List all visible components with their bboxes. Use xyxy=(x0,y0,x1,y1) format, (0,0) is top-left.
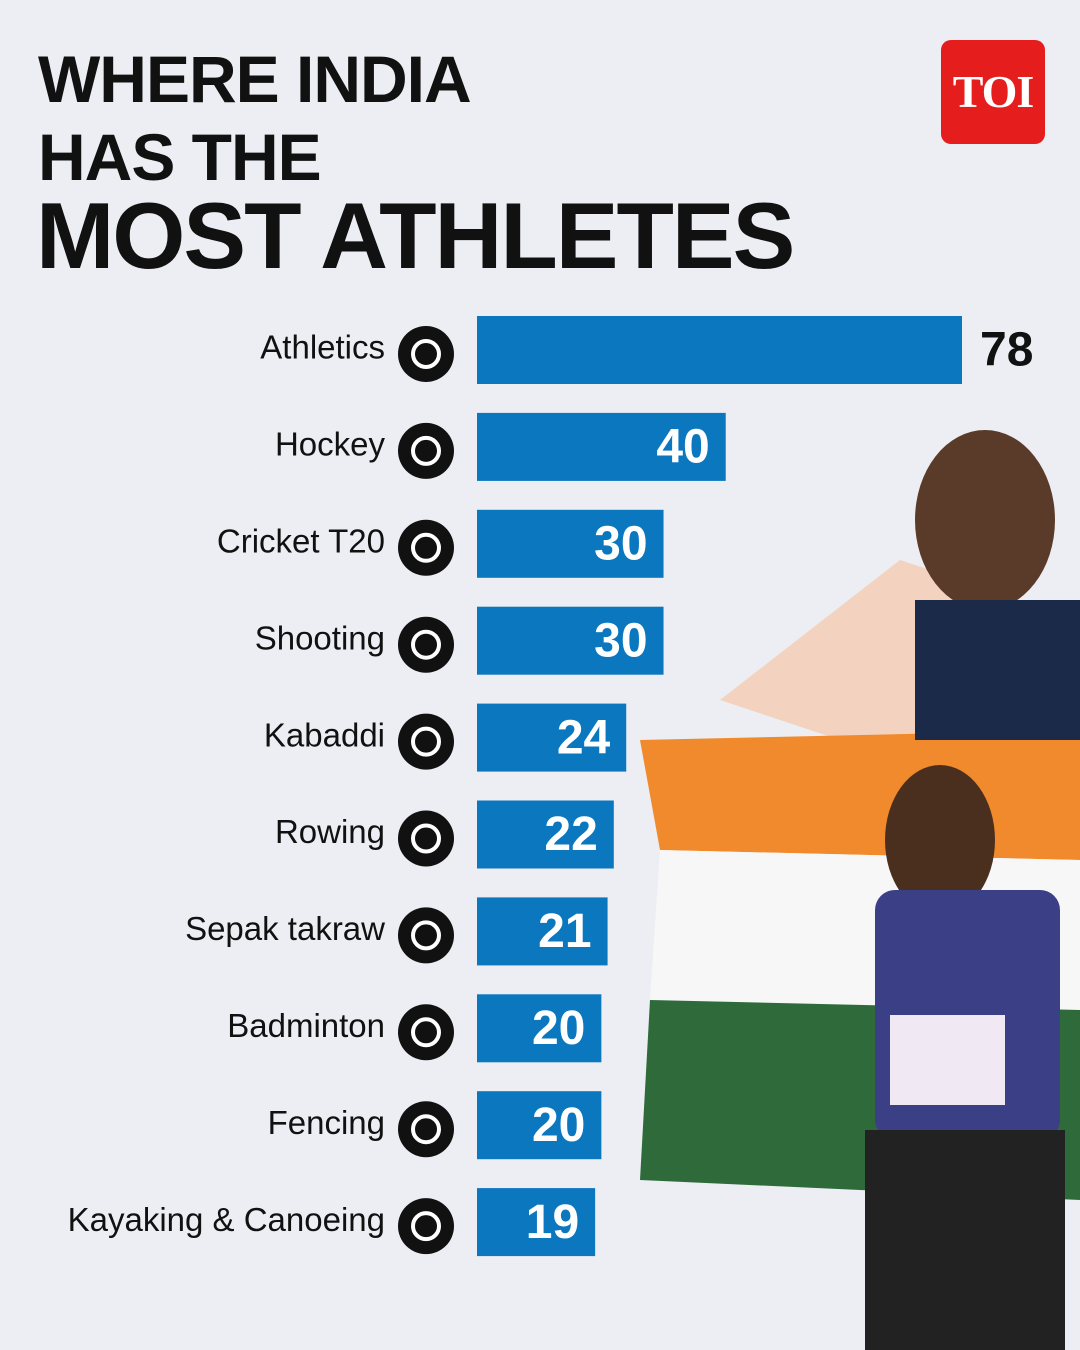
category-icon xyxy=(398,422,454,479)
icon-glyph xyxy=(411,920,441,951)
category-label: Shooting xyxy=(255,619,385,656)
icon-glyph xyxy=(411,823,441,854)
icon-glyph xyxy=(411,1211,441,1242)
category-icon xyxy=(398,1004,454,1061)
bar xyxy=(477,412,726,481)
icon-glyph xyxy=(411,1017,441,1048)
bar xyxy=(477,800,614,869)
category-label: Sepak takraw xyxy=(185,910,385,947)
bar xyxy=(477,509,664,578)
icon-glyph xyxy=(411,339,441,369)
value-label: 40 xyxy=(656,421,709,474)
icon-glyph xyxy=(411,726,441,757)
category-icon xyxy=(398,810,454,867)
value-label: 24 xyxy=(557,711,611,764)
value-label: 20 xyxy=(532,1099,585,1152)
category-label: Athletics xyxy=(260,329,385,366)
value-label: 30 xyxy=(594,614,647,667)
chart-subtitle: MOST ATHLETES xyxy=(36,183,795,288)
category-label: Hockey xyxy=(275,426,386,463)
bar xyxy=(477,897,608,966)
icon-circle xyxy=(398,616,454,673)
value-label: 21 xyxy=(538,905,591,958)
category-icon xyxy=(398,1198,454,1255)
bar xyxy=(477,1091,602,1160)
icon-circle xyxy=(398,1101,454,1158)
icon-circle xyxy=(398,1198,454,1255)
value-label: 19 xyxy=(526,1196,579,1249)
chart-title: WHERE INDIA HAS THE xyxy=(38,42,469,194)
icon-circle xyxy=(398,422,454,479)
icon-circle xyxy=(398,713,454,770)
category-icon xyxy=(398,713,454,770)
icon-circle xyxy=(398,519,454,576)
logo: TOI xyxy=(941,40,1045,144)
value-label: 22 xyxy=(544,808,597,861)
icon-circle xyxy=(398,326,454,382)
category-label: Kayaking & Canoeing xyxy=(68,1201,385,1238)
bar xyxy=(477,316,962,384)
bar xyxy=(477,703,627,772)
icon-glyph xyxy=(411,532,441,563)
category-label: Kabaddi xyxy=(264,716,385,753)
decoration xyxy=(640,430,1080,1350)
category-label: Badminton xyxy=(227,1007,385,1044)
bar xyxy=(477,994,602,1063)
category-icon xyxy=(398,1101,454,1158)
icon-circle xyxy=(398,810,454,867)
value-label: 78 xyxy=(980,324,1033,377)
icon-glyph xyxy=(411,435,441,466)
value-label: 20 xyxy=(532,1002,585,1055)
icon-circle xyxy=(398,907,454,964)
icon-circle xyxy=(398,1004,454,1061)
icon-glyph xyxy=(411,629,441,660)
bar xyxy=(477,1188,596,1257)
category-label: Cricket T20 xyxy=(217,523,385,560)
bar xyxy=(477,606,664,675)
icon-glyph xyxy=(411,1114,441,1145)
value-label: 30 xyxy=(594,517,647,570)
category-icon xyxy=(398,907,454,964)
category-label: Fencing xyxy=(268,1104,385,1141)
category-icon xyxy=(398,519,454,576)
category-label: Rowing xyxy=(275,813,385,850)
category-icon xyxy=(398,326,454,382)
category-icon xyxy=(398,616,454,673)
